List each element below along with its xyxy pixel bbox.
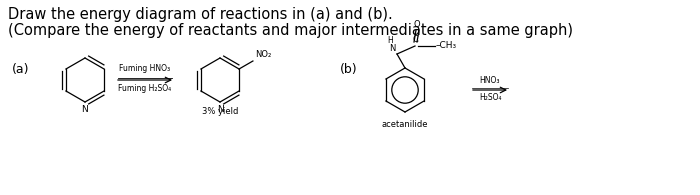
Text: Fuming HNO₃: Fuming HNO₃: [120, 64, 171, 73]
Text: HNO₃: HNO₃: [480, 76, 500, 85]
Text: 3% yield: 3% yield: [202, 107, 238, 116]
Text: H: H: [387, 36, 393, 45]
Text: (a): (a): [12, 64, 29, 76]
Text: H₂SO₄: H₂SO₄: [479, 93, 501, 102]
Text: N: N: [82, 105, 88, 114]
Text: acetanilide: acetanilide: [382, 120, 428, 129]
Text: C: C: [412, 35, 418, 44]
Text: Fuming H₂SO₄: Fuming H₂SO₄: [118, 84, 172, 93]
Text: NO₂: NO₂: [255, 50, 271, 59]
Text: O: O: [414, 20, 420, 29]
Text: Draw the energy diagram of reactions in (a) and (b).: Draw the energy diagram of reactions in …: [8, 7, 393, 22]
Text: (Compare the energy of reactants and major intermediates in a same graph): (Compare the energy of reactants and maj…: [8, 23, 573, 38]
Text: N: N: [216, 105, 223, 114]
Text: N: N: [389, 44, 395, 53]
Text: (b): (b): [340, 64, 358, 76]
Text: –CH₃: –CH₃: [436, 41, 457, 50]
